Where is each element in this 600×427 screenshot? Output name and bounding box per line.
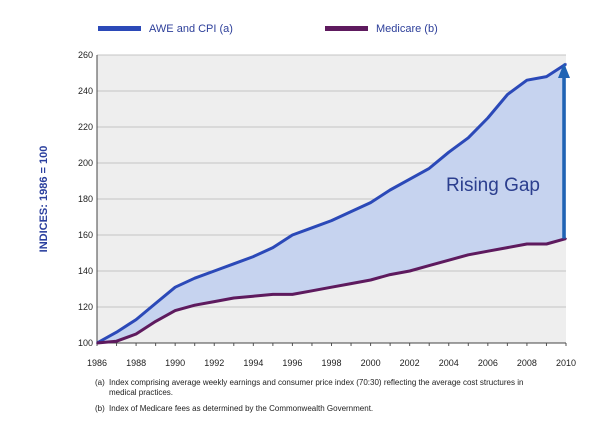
- data-point-awe-cpi: [115, 331, 118, 334]
- legend-swatch-awe-cpi: [98, 26, 141, 31]
- plot-area: 100 120 140 160 180 200 220 240 260 1986 1988 1990 1…: [78, 50, 576, 368]
- x-tick-label: 1994: [243, 358, 263, 368]
- x-tick-label: 2000: [361, 358, 381, 368]
- data-point-medicare: [115, 340, 118, 343]
- data-point-awe-cpi: [447, 151, 450, 153]
- data-point-medicare: [408, 270, 411, 272]
- legend-label-medicare: Medicare (b): [376, 23, 438, 35]
- data-point-awe-cpi: [330, 219, 333, 222]
- data-point-awe-cpi: [350, 210, 352, 213]
- data-point-medicare: [526, 243, 528, 245]
- data-point-awe-cpi: [467, 137, 470, 139]
- data-point-medicare: [545, 243, 548, 245]
- y-axis-label: INDICES: 1986 = 100: [38, 146, 50, 253]
- y-tick-label: 120: [78, 302, 93, 312]
- data-point-awe-cpi: [369, 201, 372, 204]
- data-point-awe-cpi: [232, 263, 235, 265]
- y-tick-label: 100: [78, 338, 93, 348]
- x-tick-label: 1988: [126, 358, 146, 368]
- data-point-medicare: [311, 290, 313, 292]
- x-tick-label: 2008: [517, 358, 537, 368]
- x-tick-label: 1986: [87, 358, 107, 368]
- data-point-medicare: [369, 279, 372, 281]
- data-point-medicare: [252, 295, 255, 298]
- data-point-medicare: [447, 259, 450, 262]
- footnote-b-text: Index of Medicare fees as determined by …: [109, 404, 374, 413]
- gap-area: [97, 64, 566, 343]
- data-point-awe-cpi: [135, 318, 137, 321]
- y-tick-label: 260: [78, 50, 93, 60]
- footnote-a: (a) Index comprising average weekly earni…: [95, 378, 565, 398]
- footnote-a-text: Index comprising average weekly earnings…: [109, 378, 524, 397]
- data-point-awe-cpi: [311, 227, 313, 229]
- x-tick-label: 2002: [400, 358, 420, 368]
- data-point-awe-cpi: [291, 234, 294, 236]
- data-point-awe-cpi: [154, 302, 157, 305]
- data-point-awe-cpi: [193, 277, 196, 280]
- data-point-medicare: [174, 309, 176, 312]
- data-point-medicare: [135, 333, 137, 335]
- data-point-awe-cpi: [174, 286, 176, 289]
- x-tick-label: 2004: [439, 358, 459, 368]
- data-point-medicare: [291, 293, 294, 296]
- data-point-awe-cpi: [213, 270, 216, 272]
- data-point-awe-cpi: [506, 93, 509, 96]
- gap-arrow-head: [558, 63, 570, 78]
- data-point-medicare: [272, 293, 274, 296]
- y-tick-label: 200: [78, 158, 93, 168]
- data-point-awe-cpi: [408, 178, 411, 180]
- data-point-medicare: [428, 264, 431, 267]
- data-point-awe-cpi: [272, 246, 274, 249]
- annotation-text: Rising Gap: [446, 175, 540, 196]
- data-point-medicare: [96, 342, 98, 344]
- y-tick-label: 160: [78, 230, 93, 240]
- data-point-medicare: [487, 250, 489, 252]
- data-point-medicare: [213, 300, 216, 303]
- footnote-b-tag: (b): [95, 404, 105, 413]
- data-point-awe-cpi: [487, 117, 489, 119]
- data-point-awe-cpi: [545, 75, 548, 78]
- x-tick-label: 1992: [204, 358, 224, 368]
- x-tick-label: 1996: [282, 358, 302, 368]
- data-point-awe-cpi: [389, 189, 391, 191]
- x-tick-label: 2006: [478, 358, 498, 368]
- data-point-medicare: [330, 286, 333, 289]
- data-point-awe-cpi: [428, 167, 431, 170]
- y-tick-label: 240: [78, 86, 93, 96]
- legend-swatch-medicare: [325, 26, 368, 31]
- data-point-awe-cpi: [565, 63, 567, 65]
- data-point-medicare: [389, 273, 391, 276]
- legend: AWE and CPI (a) Medicare (b): [98, 23, 438, 35]
- data-point-medicare: [467, 254, 470, 256]
- data-point-medicare: [232, 297, 235, 299]
- data-point-medicare: [350, 282, 352, 285]
- data-point-medicare: [506, 246, 509, 249]
- data-point-awe-cpi: [252, 255, 255, 258]
- data-point-medicare: [154, 320, 157, 323]
- footnote-b: (b) Index of Medicare fees as determined …: [95, 404, 565, 414]
- data-point-awe-cpi: [526, 79, 528, 81]
- footnote-a-tag: (a): [95, 378, 105, 387]
- x-tick-label: 1990: [165, 358, 185, 368]
- y-tick-label: 220: [78, 122, 93, 132]
- data-point-medicare: [193, 304, 196, 307]
- x-tick-label: 1998: [321, 358, 341, 368]
- y-tick-label: 180: [78, 194, 93, 204]
- x-tick-label: 2010: [556, 358, 576, 368]
- y-tick-label: 140: [78, 266, 93, 276]
- legend-label-awe-cpi: AWE and CPI (a): [149, 23, 233, 35]
